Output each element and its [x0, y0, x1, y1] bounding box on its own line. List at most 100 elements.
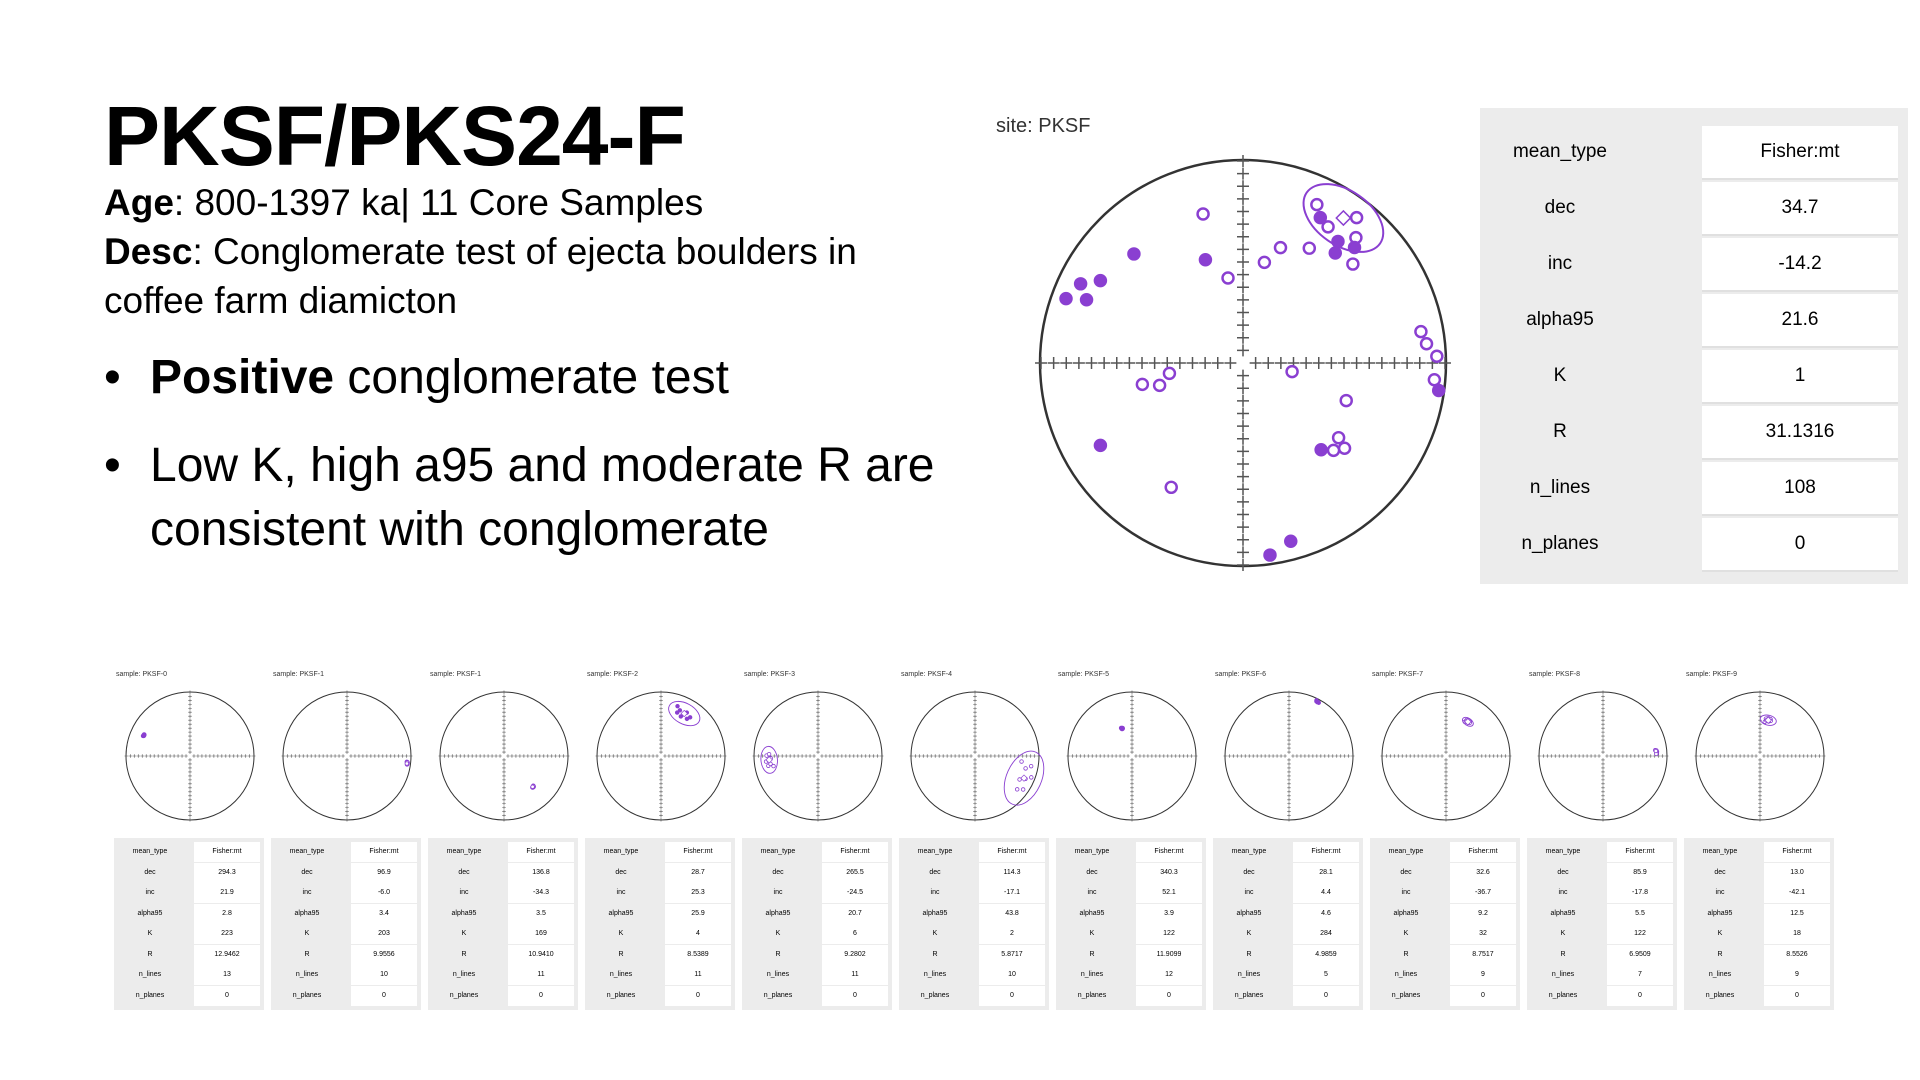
stereonet-tick	[1444, 714, 1448, 718]
stereonet-tick	[224, 754, 228, 758]
stereonet-tick	[1259, 754, 1263, 758]
sample-stats-key: R	[461, 950, 467, 958]
stereonet-tick	[1444, 730, 1448, 734]
stereonet-tick	[333, 754, 337, 758]
stereonet-tick	[973, 801, 977, 806]
direction-point	[1653, 748, 1659, 754]
stereonet-tick	[345, 813, 349, 818]
stereonet-tick	[1706, 754, 1711, 758]
stereonet-tick	[714, 754, 719, 758]
stereonet-tick	[228, 754, 232, 758]
stereonet-tick	[1758, 750, 1762, 754]
sample-stats-row: dec 294.3	[114, 862, 264, 883]
stereonet-tick	[293, 754, 298, 758]
stereonet-tick	[1102, 754, 1106, 758]
stereonet-tick	[1601, 710, 1605, 715]
stereonet-tick	[502, 730, 506, 734]
stereonet-tick	[188, 805, 192, 810]
stereonet-tick	[1130, 694, 1134, 699]
stereonet-tick	[812, 754, 816, 758]
sample-stats-key: R	[1089, 950, 1095, 958]
stereonet-tick	[937, 754, 941, 758]
stereonet-tick	[345, 706, 349, 711]
stereonet-tick	[498, 754, 502, 758]
stereonet-tick	[1456, 754, 1460, 758]
desc-line: Desc: Conglomerate test of ejecta boulde…	[104, 227, 964, 325]
sample-stats-key: n_planes	[135, 991, 165, 999]
sample-stats-key: n_lines	[609, 971, 633, 978]
stereonet-tick	[659, 702, 663, 707]
stereonet-tick	[1085, 357, 1098, 369]
stats-value: 1	[1702, 350, 1898, 404]
sample-stereonet: sample: PKSF-8	[1529, 671, 1669, 822]
stereonet-tick	[1110, 754, 1114, 758]
stereonet-tick	[1342, 754, 1347, 758]
sample-stats-key: alpha95	[1707, 909, 1733, 917]
stereonet-tick	[1181, 754, 1186, 758]
stereonet-tick	[1237, 155, 1249, 168]
sample-stereonet: sample: PKSF-4	[901, 671, 1045, 822]
stereonet-tick	[309, 754, 313, 758]
stereonet-tick	[1134, 754, 1138, 758]
stereonet-tick	[1237, 369, 1249, 382]
stereonet-tick	[1130, 726, 1134, 730]
sample-stats-row: n_lines 11	[742, 965, 892, 985]
stereonet-tick	[446, 754, 451, 758]
stereonet-tick	[973, 714, 977, 718]
stereonet-tick	[1786, 754, 1790, 758]
stereonet-tick	[1444, 782, 1448, 786]
stereonet-tick	[1130, 774, 1134, 778]
stereonet-tick	[1601, 690, 1605, 695]
sample-stats-value: 28.1	[1293, 862, 1359, 883]
stereonet-tick	[466, 754, 470, 758]
sample-label: sample: PKSF-1	[430, 671, 481, 678]
stereonet-tick	[1315, 754, 1319, 758]
stereonet-tick	[1413, 357, 1426, 369]
sample-stats-value: 5.8717	[979, 944, 1045, 965]
stereonet-tick	[345, 698, 349, 703]
sample-stats-row: K 169	[428, 924, 578, 944]
stereonet-tick	[1601, 778, 1605, 782]
sample-stats-key: n_lines	[1237, 971, 1261, 978]
sample-stats-key: mean_type	[760, 848, 796, 855]
sample-stats-key: K	[147, 930, 153, 937]
stereonet-tick	[385, 754, 389, 758]
sample-stats-row: alpha95 43.8	[899, 903, 1049, 924]
stereonet-tick	[871, 754, 876, 758]
sample-stats-key: inc	[1558, 889, 1568, 896]
bullet-item: • Low K, high a95 and moderate R are cons…	[104, 434, 984, 562]
stereonet-tick	[659, 805, 663, 810]
stereonet-tick	[1287, 738, 1291, 742]
stereonet-tick	[1444, 801, 1448, 806]
stereonet-tick	[1388, 357, 1401, 369]
stereonet-tick	[1444, 734, 1448, 738]
stereonet-tick	[1750, 754, 1754, 758]
stereonet-tick	[1173, 754, 1178, 758]
stereonet-tick	[1130, 706, 1134, 711]
stereonet-tick	[1020, 754, 1025, 758]
stereonet-tick	[816, 813, 820, 818]
stereonet-tick	[1746, 754, 1750, 758]
stereonet-tick	[526, 754, 530, 758]
stereonet-tick	[1227, 754, 1232, 758]
stereonet-tick	[470, 754, 474, 758]
sample-stats-key: K	[461, 930, 467, 937]
stereonet-tick	[1287, 718, 1291, 722]
stereonet-tick	[973, 746, 977, 750]
sample-stats-row: n_planes 0	[585, 985, 735, 1006]
stereonet-tick	[679, 754, 683, 758]
mean-direction-marker	[1335, 209, 1352, 227]
sample-stats-value: 0	[351, 985, 417, 1006]
stereonet-tick	[1444, 710, 1448, 715]
sample-label: sample: PKSF-4	[901, 671, 952, 678]
stereonet-tick	[345, 778, 349, 782]
stereonet-tick	[816, 690, 820, 695]
direction-point	[1326, 443, 1341, 458]
stereonet-tick	[321, 754, 325, 758]
stereonet-tick	[502, 734, 506, 738]
stereonet-tick	[1444, 805, 1448, 810]
stereonet-tick	[1813, 754, 1818, 758]
stereonet-tick	[1758, 742, 1762, 746]
direction-point	[1029, 775, 1034, 780]
sample-stats-value: -36.7	[1450, 883, 1516, 903]
